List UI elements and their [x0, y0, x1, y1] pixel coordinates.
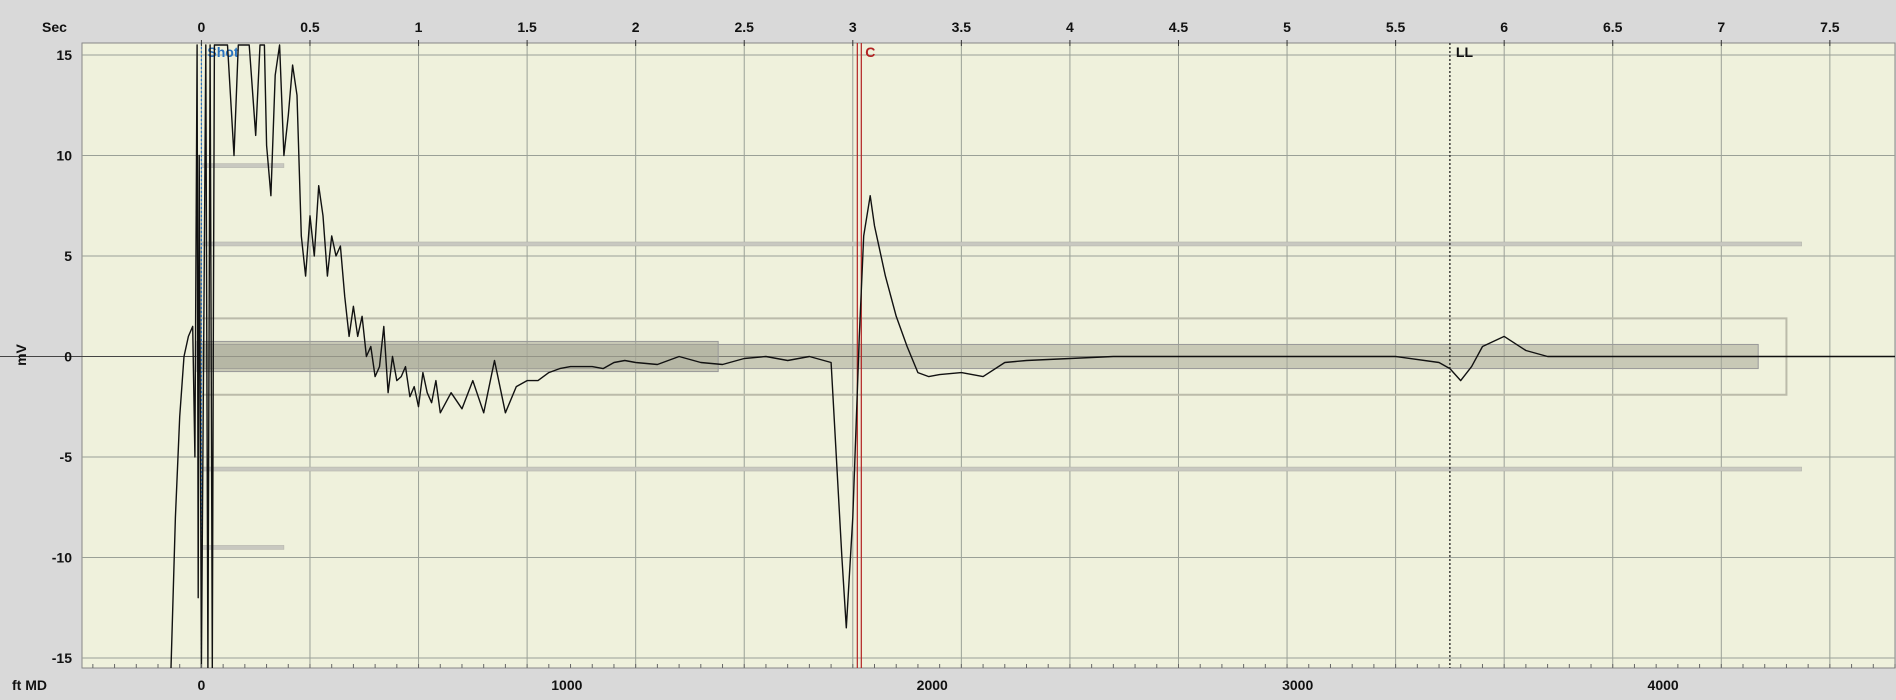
top-tick-label: 1.5 [517, 19, 537, 35]
series [170, 44, 1895, 668]
top-tick-label: 7.5 [1820, 19, 1840, 35]
top-tick-label: 1 [415, 19, 423, 35]
bottom-tick-label: 2000 [917, 677, 948, 693]
top-tick-label: 0 [198, 19, 206, 35]
bottom-axis-title: ft MD [12, 677, 47, 693]
overlay-line [201, 466, 1802, 472]
top-tick-label: 2 [632, 19, 640, 35]
top-tick-label: 0.5 [300, 19, 320, 35]
overlay-line [201, 241, 1802, 247]
y-tick-label: -15 [52, 650, 72, 666]
top-tick-label: 6 [1500, 19, 1508, 35]
event-markers: Shot C LL [200, 43, 1474, 668]
top-axis-title: Sec [42, 19, 67, 35]
y-tick-label: 0 [64, 349, 72, 365]
bottom-tick-label: 3000 [1282, 677, 1313, 693]
top-tick-label: 3.5 [952, 19, 972, 35]
top-tick-label: 3 [849, 19, 857, 35]
overlay-band [196, 340, 719, 373]
y-tick-label: -10 [52, 549, 72, 565]
series-line [170, 44, 1895, 668]
top-tick-label: 6.5 [1603, 19, 1623, 35]
bottom-tick-label: 0 [198, 677, 206, 693]
y-axis-title: mV [13, 343, 29, 365]
top-tick-label: 5 [1283, 19, 1291, 35]
top-tick-label: 4.5 [1169, 19, 1189, 35]
top-tick-label: 5.5 [1386, 19, 1406, 35]
y-tick-label: -5 [60, 449, 73, 465]
marker-label: Shot [207, 44, 238, 60]
bottom-tick-label: 1000 [551, 677, 582, 693]
axes: 0 0.5 1 1.5 2 2.5 3 3.5 4 4.5 5 5.5 6 6.5 7 7.5 15 10 5 0 -5… [52, 19, 1896, 693]
y-tick-label: 10 [56, 148, 72, 164]
top-tick-label: 2.5 [734, 19, 754, 35]
bottom-tick-label: 4000 [1648, 677, 1679, 693]
overlay-line [201, 545, 285, 550]
top-tick-label: 7 [1717, 19, 1725, 35]
y-tick-label: 5 [64, 248, 72, 264]
marker-label: LL [1456, 44, 1474, 60]
y-tick-label: 15 [56, 47, 72, 63]
overlay-line [201, 163, 285, 168]
top-tick-label: 4 [1066, 19, 1074, 35]
marker-label: C [865, 44, 875, 60]
